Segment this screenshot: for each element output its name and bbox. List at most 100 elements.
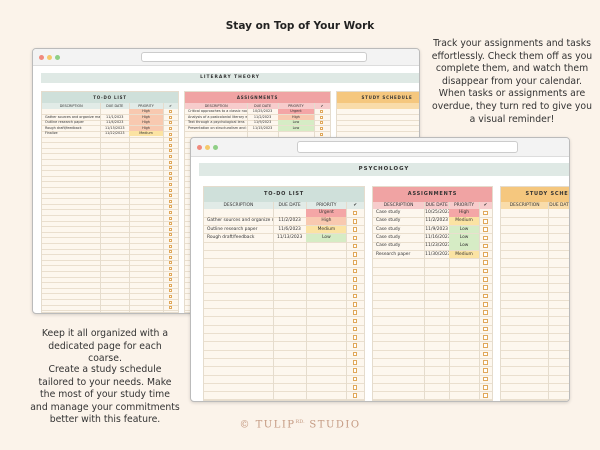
checkbox: [168, 210, 172, 214]
column-line: [306, 202, 307, 400]
table-cell: Outline research paper: [207, 226, 258, 232]
row-line: [373, 341, 492, 342]
brand-sup: RD.: [295, 419, 305, 425]
row-line: [204, 283, 364, 284]
row-line: [42, 119, 178, 121]
table-cell: 11/9/2023: [425, 226, 448, 232]
row-line: [373, 374, 492, 375]
checkbox: [352, 335, 358, 340]
row-line: [42, 242, 178, 244]
table-cell: High: [129, 120, 164, 126]
row-line: [42, 248, 178, 249]
row-line: [204, 382, 364, 384]
row-line: [373, 333, 492, 334]
headline: Stay on Top of Your Work: [225, 20, 375, 32]
checkbox: [168, 294, 172, 298]
row-line: [501, 382, 569, 384]
table-cell: 11/1/2023: [106, 114, 124, 119]
row-line: [42, 214, 178, 216]
address-bar: [296, 141, 519, 153]
checkbox: [168, 177, 172, 181]
column-header: PRIORITY: [453, 203, 475, 208]
row-line: [373, 299, 492, 301]
row-line: [501, 333, 569, 334]
checkbox: [352, 243, 358, 249]
column-header-row: [185, 103, 330, 109]
row-line: [373, 308, 492, 309]
checkbox: [168, 166, 172, 170]
browser-window: PSYCHOLOGY TO-DO LIST DESCRIPTION DUE DATE P…: [190, 137, 570, 402]
checkbox: [168, 283, 172, 287]
table-cell: Urgent: [277, 109, 315, 115]
column-header: DUE DATE: [278, 203, 301, 208]
checkbox: [352, 260, 358, 266]
checkbox: [168, 300, 172, 304]
checkbox: [168, 138, 172, 142]
checkbox: [168, 143, 172, 147]
brand: © TULIPRD. STUDIO: [0, 419, 600, 430]
checkbox: [168, 244, 172, 248]
row-line: [373, 382, 492, 384]
section: TO-DO LIST DESCRIPTION DUE DATE PRIORITY ✔ Hi…: [41, 91, 179, 313]
table-cell: Outline research paper: [45, 120, 84, 125]
row-line: [373, 274, 492, 276]
row-line: [42, 282, 178, 283]
checkbox: [482, 210, 488, 216]
brand-suffix: STUDIO: [309, 419, 361, 431]
checkbox: [482, 393, 488, 398]
checkbox: [352, 360, 358, 365]
checkbox: [482, 318, 488, 324]
column-header: ✔: [353, 203, 358, 208]
checkbox: [168, 126, 172, 130]
section-header: ASSIGNMENTS: [185, 92, 330, 103]
section: STUDY SCHEDULEDESCRIPTION DUE DATE: [500, 186, 569, 401]
row-line: [501, 308, 569, 309]
row-line: [501, 366, 569, 367]
row-line: [373, 233, 492, 234]
row-line: [204, 216, 364, 218]
table-cell: 11/30/2023: [425, 251, 450, 257]
checkbox: [482, 310, 488, 315]
row-line: [373, 316, 492, 317]
row-line: [501, 241, 569, 243]
row-line: [42, 192, 178, 193]
section-header: STUDY SCHEDULE: [337, 92, 419, 103]
checkbox: [320, 126, 324, 130]
row-line: [337, 136, 419, 137]
checkbox: [482, 243, 488, 249]
row-line: [501, 341, 569, 342]
table-cell: 11/2/2023: [425, 218, 448, 224]
column-header: DESCRIPTION: [59, 104, 83, 108]
row-line: [42, 181, 178, 182]
row-line: [42, 153, 178, 154]
table-cell: 11/22/2023: [104, 131, 125, 136]
row-line: [204, 333, 364, 334]
row-line: [501, 357, 569, 359]
row-line: [337, 114, 419, 115]
row-line: [373, 266, 492, 268]
row-line: [501, 266, 569, 268]
page-title: LITERARY THEORY: [41, 73, 419, 83]
row-line: [373, 349, 492, 351]
page-title: PSYCHOLOGY: [199, 163, 569, 176]
row-line: [373, 216, 492, 218]
row-line: [42, 237, 178, 238]
column-line: [346, 202, 347, 400]
checkbox: [320, 115, 324, 119]
column-header-row: [42, 103, 178, 109]
checkbox: [168, 255, 172, 259]
section: ASSIGNMENTS DESCRIPTION DUE DATE PRIORITY ✔ C…: [372, 186, 493, 401]
checkbox: [168, 216, 172, 220]
column-header: PRIORITY: [288, 104, 304, 108]
checkbox: [352, 218, 358, 224]
checkbox: [168, 194, 172, 198]
row-line: [204, 366, 364, 367]
row-line: [337, 119, 419, 121]
checkbox: [352, 343, 358, 349]
checkbox: [168, 110, 172, 114]
row-line: [373, 324, 492, 326]
table-cell: Low: [277, 125, 315, 131]
checkbox: [320, 110, 324, 114]
row-line: [185, 130, 330, 132]
row-line: [204, 233, 364, 234]
